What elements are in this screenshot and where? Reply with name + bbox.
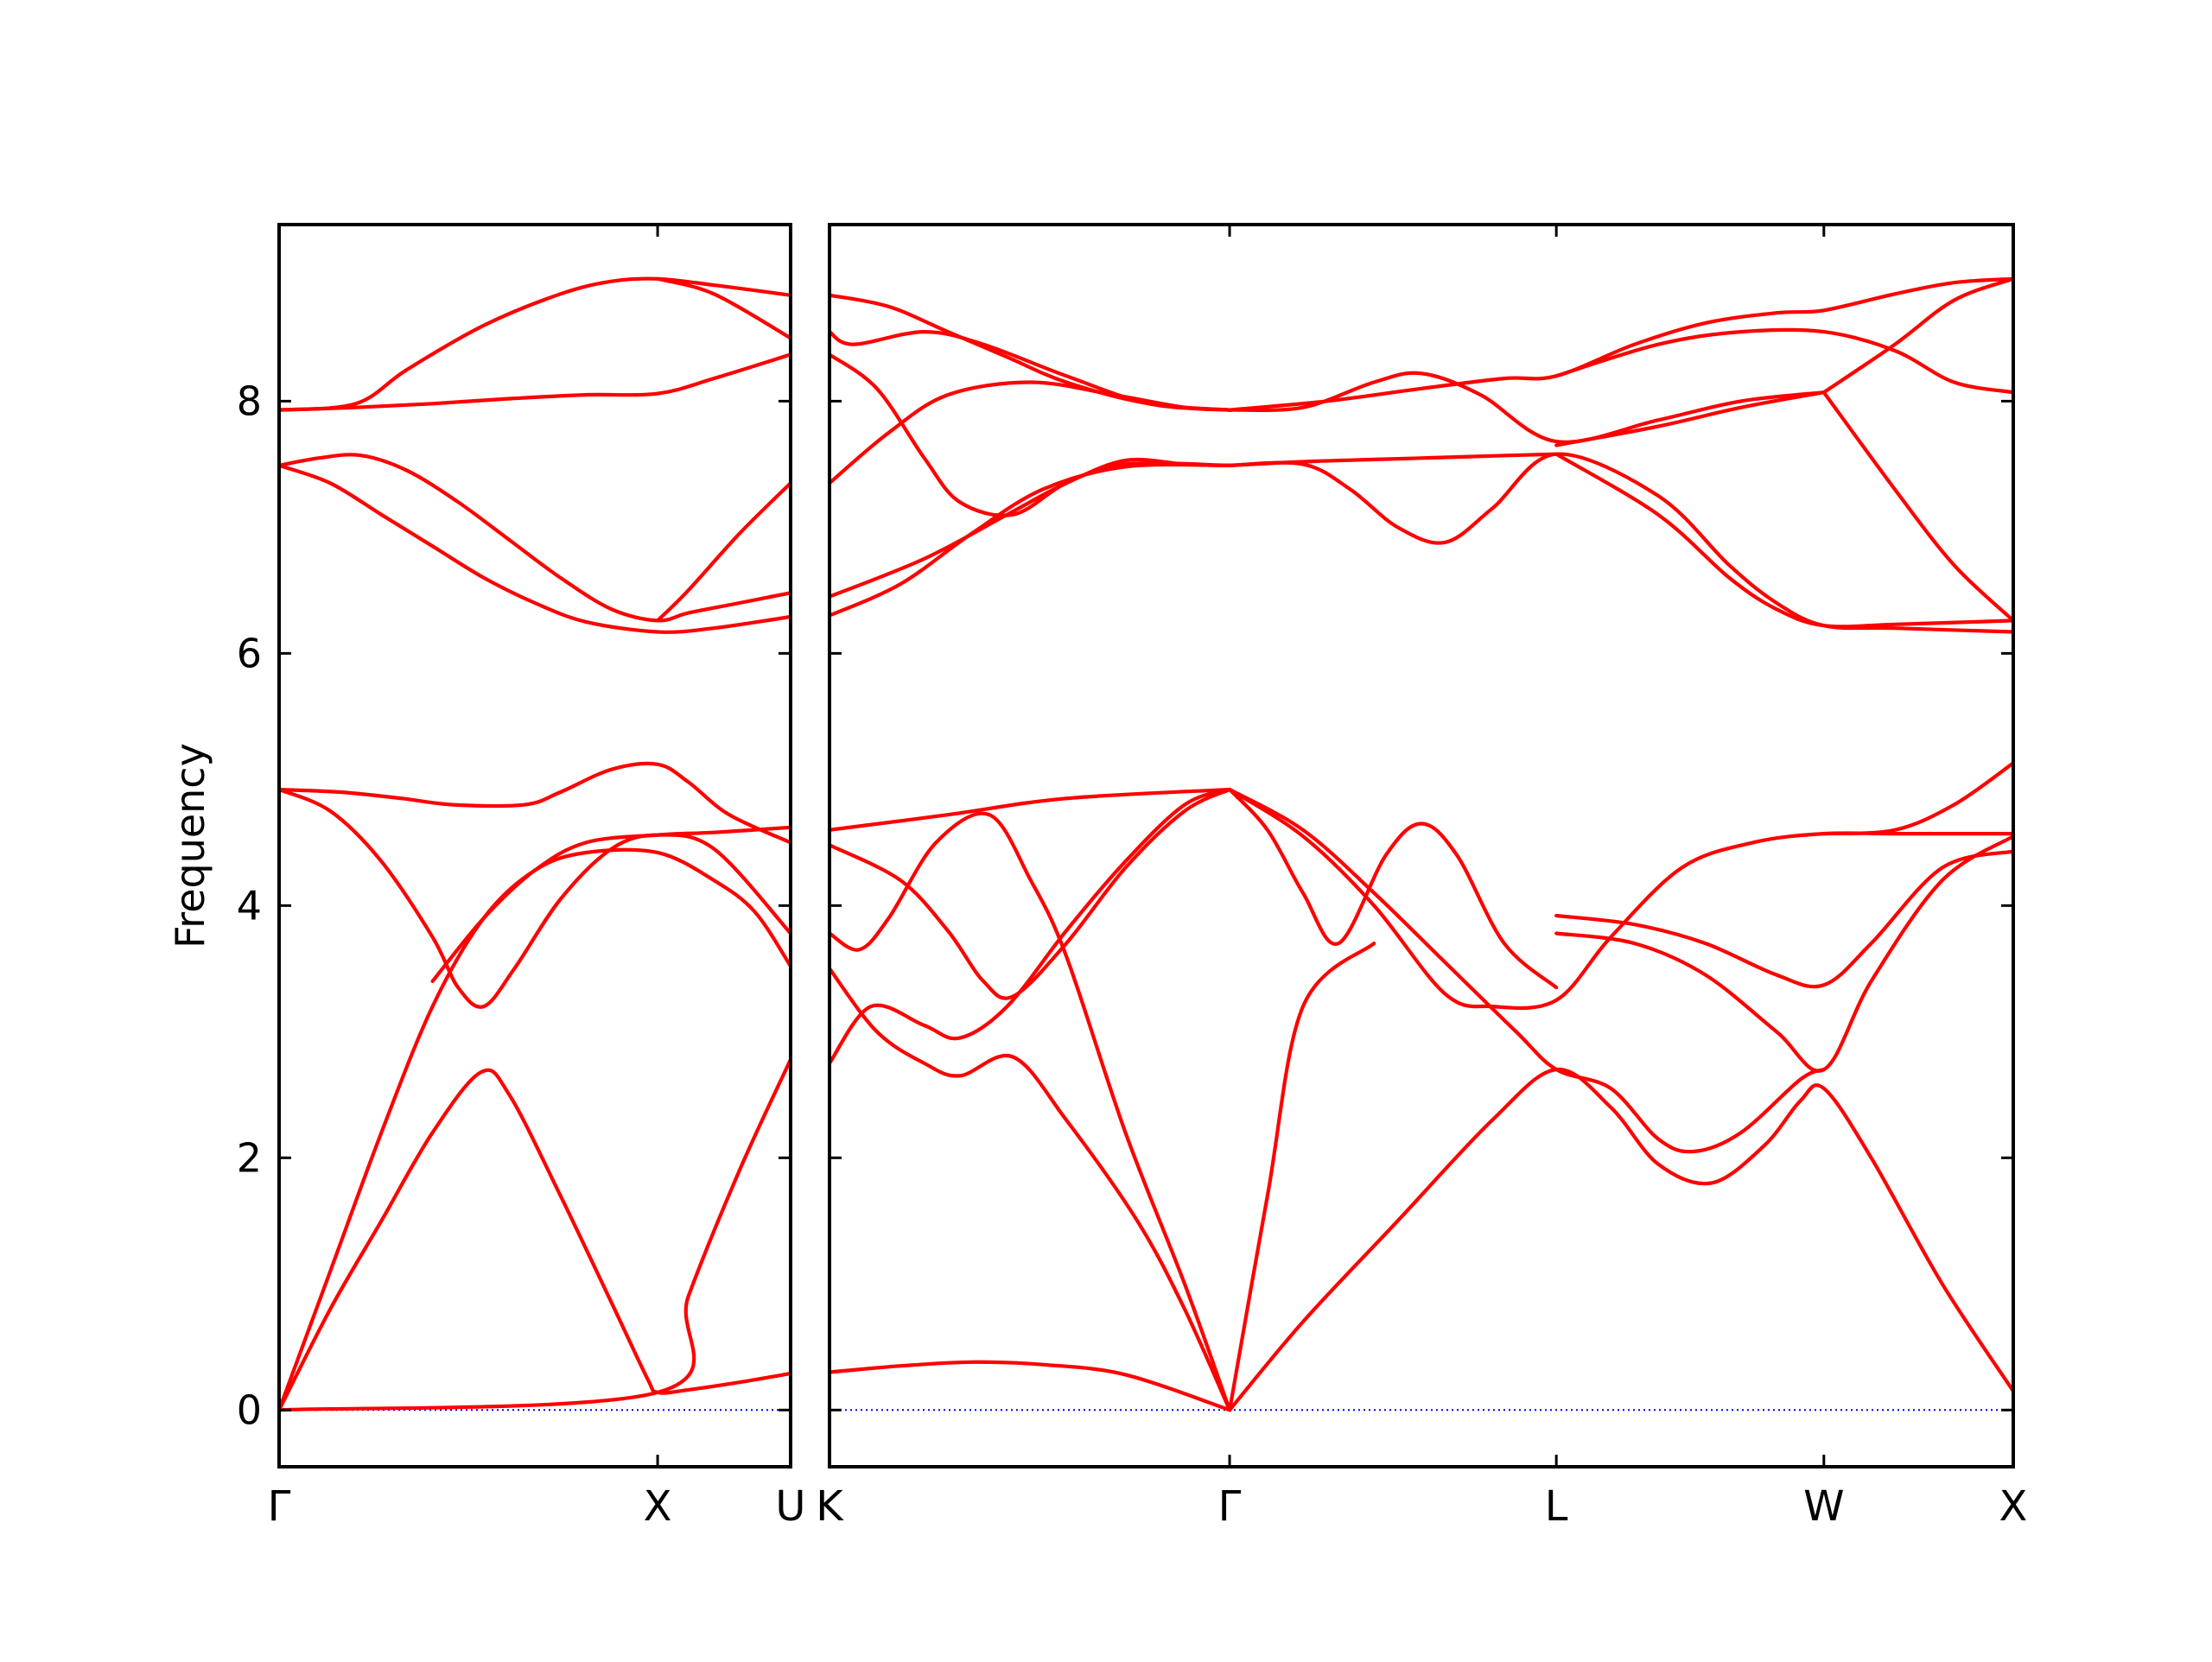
band-curves: [830, 276, 2013, 1412]
phonon-band-left-2: [279, 1057, 791, 1412]
phonon-band-right-15: [830, 457, 1232, 599]
phonon-band-right-9: [1228, 787, 2013, 1011]
phonon-band-right-7: [1228, 942, 1376, 1412]
panel-frame: [828, 223, 2015, 1469]
phonon-band-right-26: [1554, 327, 2013, 395]
phonon-band-left-7: [279, 453, 791, 623]
kpoint-label-Γ: Γ: [1218, 1482, 1242, 1531]
phonon-band-right-25: [1228, 371, 1826, 444]
phonon-band-left-9: [279, 352, 791, 412]
phonon-band-right-0: [830, 1360, 1232, 1412]
phonon-band-right-11: [1554, 849, 2013, 989]
band-curves: [279, 276, 791, 1412]
phonon-band-right-2: [830, 967, 1232, 1412]
phonon-band-left-4: [279, 761, 791, 845]
phonon-band-right-21: [1228, 452, 2013, 634]
kpoint-label-U: U: [775, 1482, 805, 1531]
y-tick-label: 0: [237, 1386, 262, 1433]
phonon-band-right-6: [1228, 1067, 2013, 1412]
phonon-band-right-12: [1554, 834, 2013, 1073]
kpoint-label-K: K: [816, 1482, 844, 1531]
panel-left: 0 2 4 6 8 Γ X U: [237, 223, 806, 1531]
phonon-band-left-3: [279, 787, 791, 1009]
kpoint-label-Γ: Γ: [268, 1482, 291, 1531]
phonon-band-right-16: [830, 380, 1232, 485]
phonon-band-left-0: [279, 1068, 791, 1412]
y-tick-label: 2: [237, 1134, 262, 1181]
phonon-band-right-28: [1821, 276, 2013, 395]
phonon-band-left-5: [430, 825, 791, 983]
kpoint-label-X: X: [644, 1482, 672, 1531]
phonon-band-right-24: [1228, 276, 2013, 412]
phonon-band-right-10: [1228, 787, 1826, 1154]
phonon-band-right-5: [830, 787, 1232, 832]
y-axis-label: Frequency: [167, 743, 213, 948]
kpoint-label-W: W: [1803, 1482, 1844, 1531]
phonon-band-left-6: [279, 463, 791, 634]
kpoint-label-L: L: [1545, 1482, 1568, 1531]
kpoint-label-X: X: [1999, 1482, 2028, 1531]
phonon-band-right-22: [1554, 452, 2013, 629]
phonon-band-right-17: [830, 352, 1232, 517]
phonon-band-left-8: [656, 481, 791, 623]
phonon-band-right-3: [830, 811, 1232, 1412]
phonon-band-right-8: [1228, 787, 1559, 990]
phonon-band-left-10: [279, 276, 791, 412]
phonon-band-left-11: [656, 276, 791, 340]
phonon-band-right-18: [830, 330, 1232, 412]
phonon-band-right-1: [830, 787, 1232, 1065]
phonon-band-right-4: [830, 787, 1232, 1000]
phonon-band-right-13: [1821, 761, 2013, 836]
phonon-band-right-19: [830, 293, 1232, 412]
y-tick-label: 8: [237, 377, 262, 424]
y-tick-label: 6: [237, 630, 262, 676]
panel-frame: [277, 223, 792, 1469]
phonon-band-right-14: [830, 462, 1232, 618]
y-tick-label: 4: [237, 882, 262, 929]
phonon-band-right-27: [1821, 390, 2013, 623]
chart-panels: 0 2 4 6 8 Γ X U K Γ L W X: [237, 223, 2028, 1531]
